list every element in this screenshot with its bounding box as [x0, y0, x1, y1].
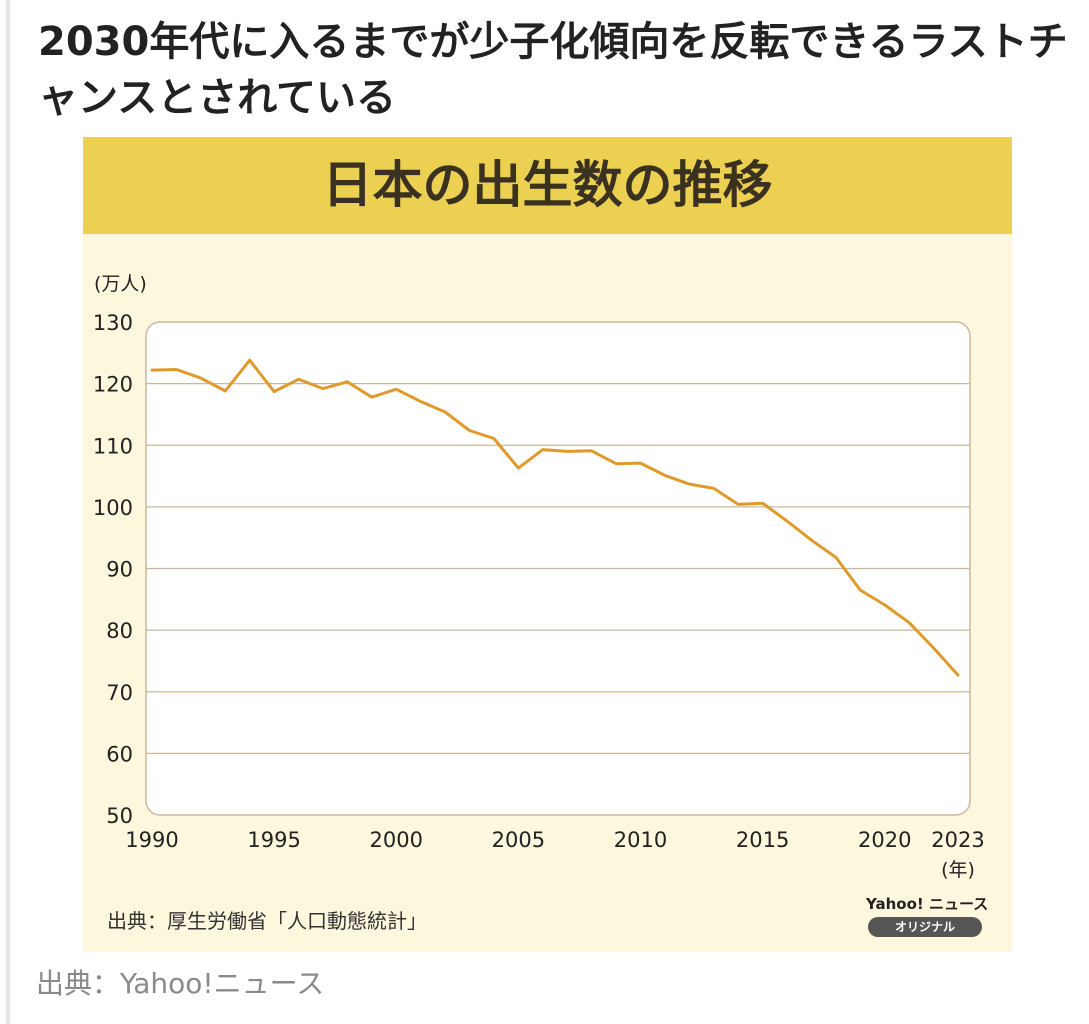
data-point	[346, 380, 349, 383]
data-point	[932, 647, 935, 650]
data-point	[761, 502, 764, 505]
data-point	[615, 462, 618, 465]
y-tick-label: 130	[93, 311, 133, 335]
y-tick-label: 60	[106, 742, 133, 766]
x-tick-label: 2020	[858, 828, 911, 852]
birth-count-series-line	[150, 358, 960, 677]
data-point	[224, 390, 227, 393]
y-axis-unit-label: (万人)	[94, 273, 147, 295]
chart-title: 日本の出生数の推移	[322, 156, 773, 214]
data-point	[370, 396, 373, 399]
brand-badge: オリジナル	[868, 917, 982, 937]
y-tick-label: 50	[106, 804, 133, 828]
x-tick-label: 2000	[370, 828, 423, 852]
data-point	[492, 437, 495, 440]
data-point	[395, 388, 398, 391]
data-point	[151, 369, 154, 372]
data-point	[883, 603, 886, 606]
data-point	[712, 487, 715, 490]
data-point	[834, 556, 837, 559]
data-point	[517, 467, 520, 470]
x-tick-label: 2015	[736, 828, 789, 852]
left-border-rule	[6, 0, 10, 1024]
y-tick-label: 70	[106, 681, 133, 705]
data-point	[639, 462, 642, 465]
y-tick-label: 90	[106, 558, 133, 582]
data-point	[957, 674, 960, 677]
data-point	[273, 390, 276, 393]
data-point	[444, 411, 447, 414]
data-point	[322, 387, 325, 390]
data-point	[297, 378, 300, 381]
data-point	[175, 368, 178, 371]
yahoo-news-original-logo: Yahoo! ニュース オリジナル	[866, 894, 989, 937]
data-point	[737, 503, 740, 506]
x-tick-label: 2023	[931, 828, 984, 852]
x-axis-unit-label: (年)	[941, 859, 975, 881]
x-tick-label: 1995	[247, 828, 300, 852]
data-point	[590, 449, 593, 452]
data-point	[810, 539, 813, 542]
data-point	[566, 450, 569, 453]
x-tick-label: 2005	[492, 828, 545, 852]
data-point	[419, 400, 422, 403]
data-point	[541, 448, 544, 451]
chart-source-note: 出典：厚生労働省「人口動態統計」	[107, 909, 427, 933]
y-tick-label: 120	[93, 373, 133, 397]
y-tick-label: 100	[93, 496, 133, 520]
data-point	[859, 589, 862, 592]
data-point	[468, 429, 471, 432]
y-tick-label: 110	[93, 434, 133, 458]
y-tick-label: 80	[106, 619, 133, 643]
data-point	[199, 377, 202, 380]
data-point	[663, 474, 666, 477]
brand-name: Yahoo! ニュース	[866, 895, 989, 913]
chart-title-banner: 日本の出生数の推移	[83, 137, 1012, 234]
data-point	[908, 621, 911, 624]
data-point	[688, 483, 691, 486]
data-point	[786, 520, 789, 523]
x-tick-label: 1990	[125, 828, 178, 852]
x-tick-label: 2010	[614, 828, 667, 852]
image-source-caption: 出典：Yahoo!ニュース	[36, 967, 325, 1000]
article-headline: 2030年代に入るまでが少子化傾向を反転できるラストチャンスとされている	[38, 19, 1068, 121]
data-point	[248, 359, 251, 362]
